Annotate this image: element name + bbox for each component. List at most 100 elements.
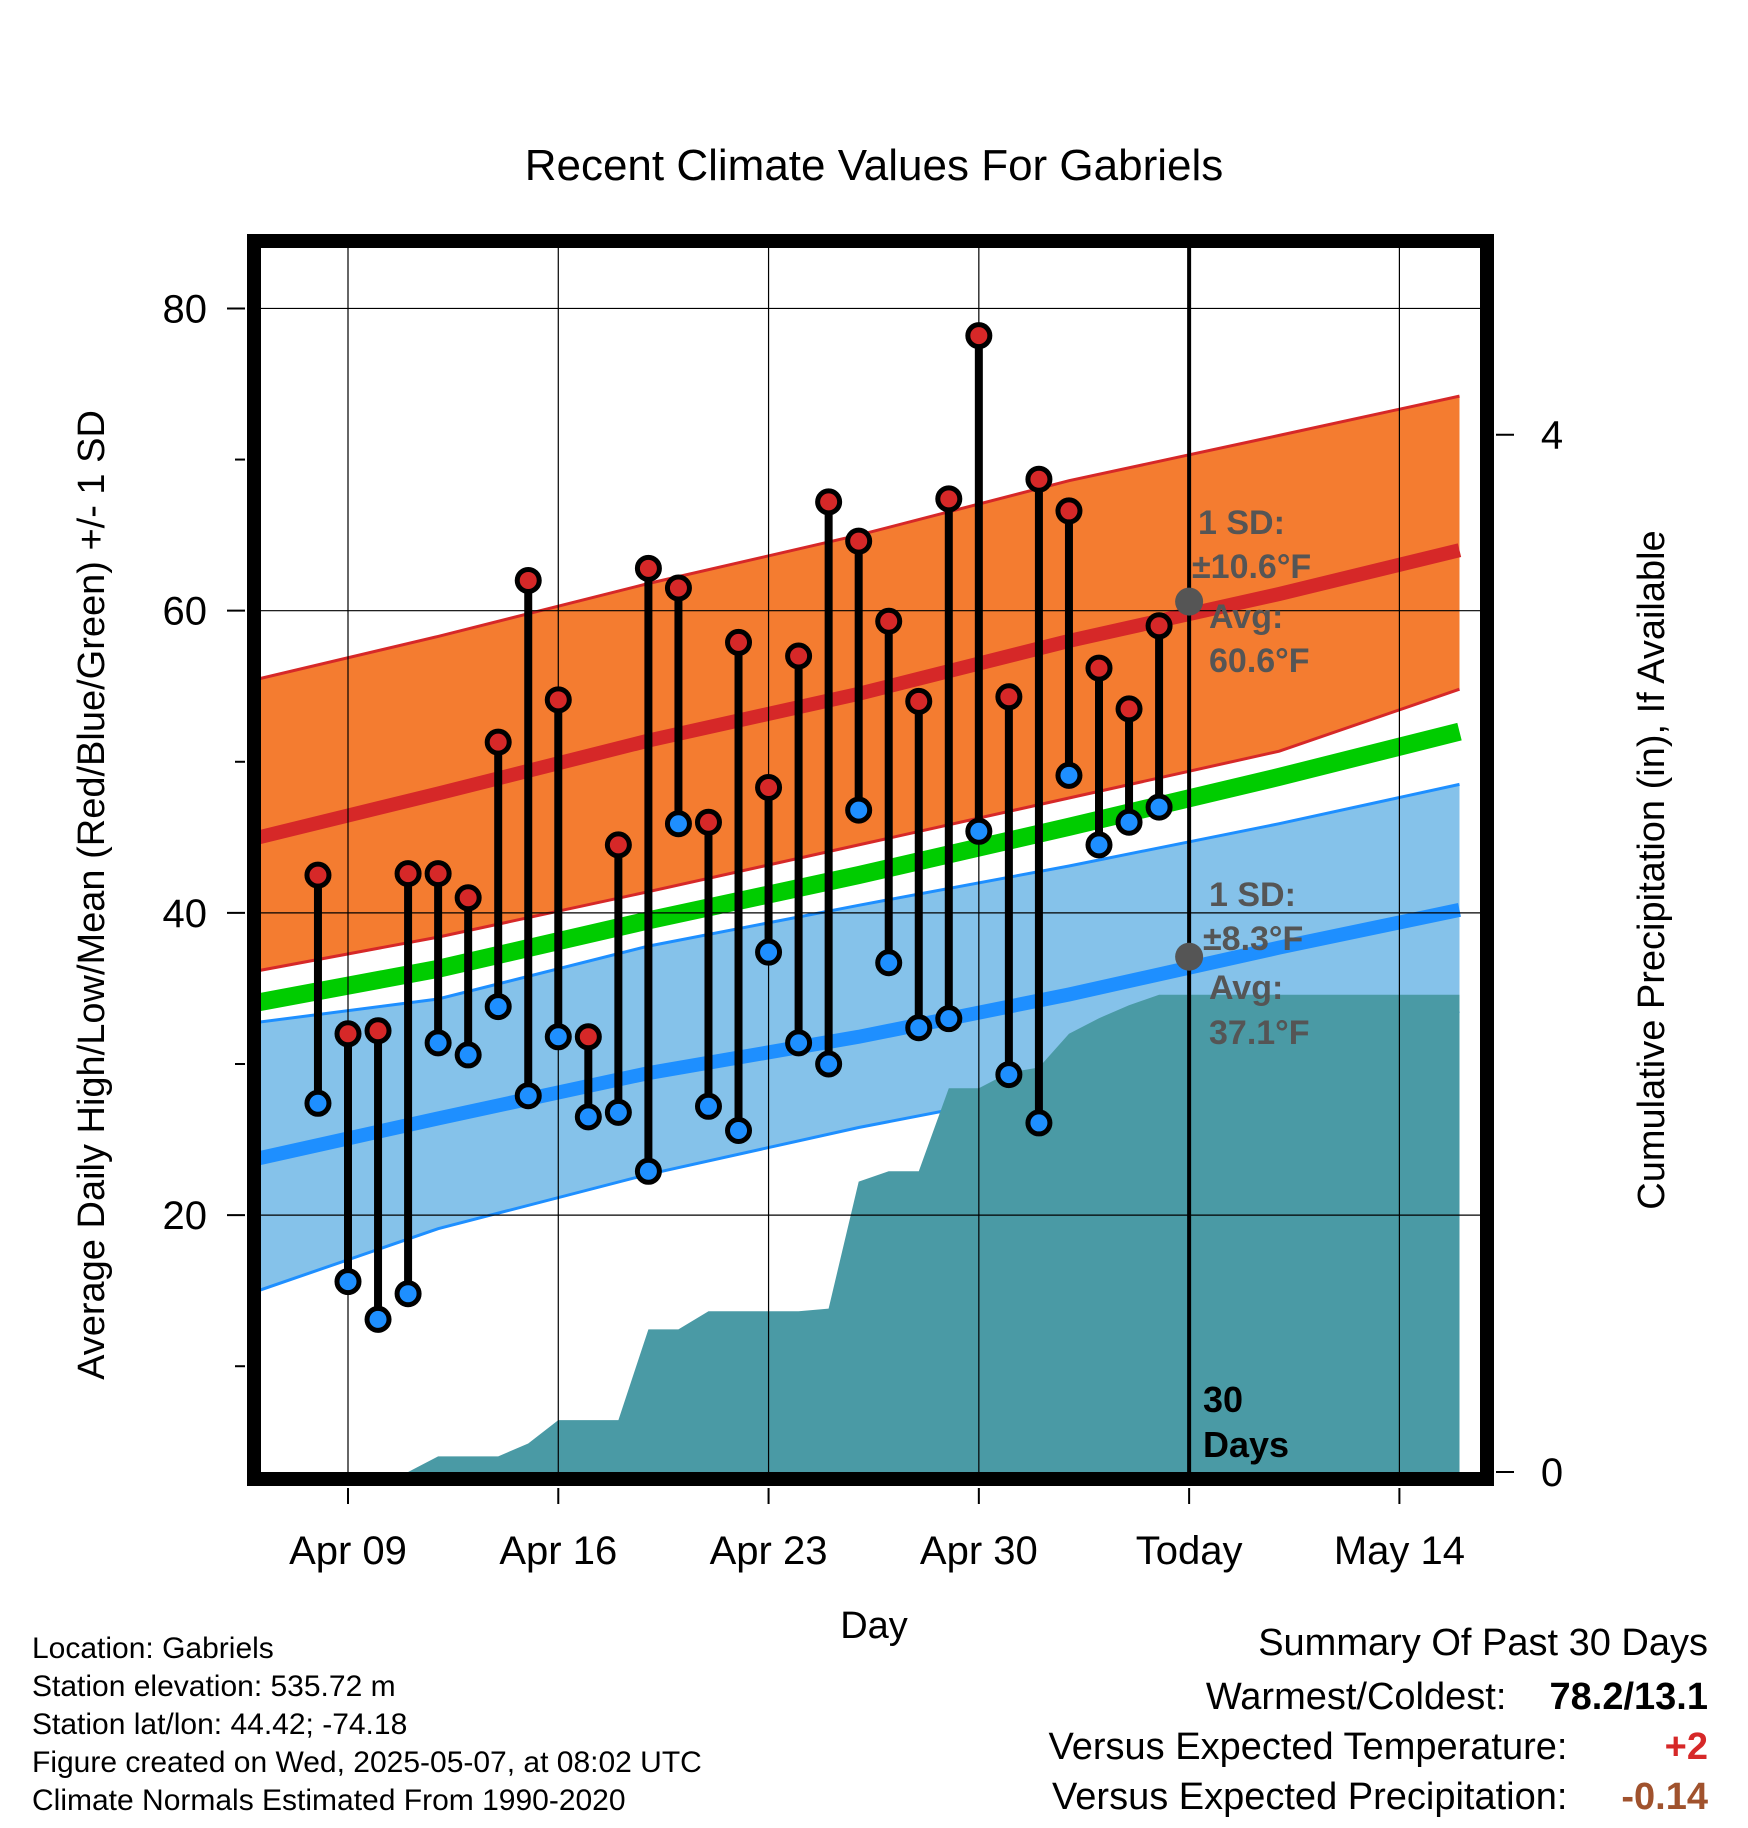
daily-high-point xyxy=(424,860,452,888)
daily-high-point xyxy=(1085,654,1113,682)
y-tick-label: 80 xyxy=(163,287,208,331)
daily-high-point xyxy=(334,1020,362,1048)
daily-high-point xyxy=(304,861,332,889)
daily-low-point xyxy=(1145,793,1173,821)
y-axis-label: Average Daily High/Low/Mean (Red/Blue/Gr… xyxy=(71,410,113,1380)
y-tick-label: 20 xyxy=(163,1194,208,1238)
daily-low-point xyxy=(1055,761,1083,789)
daily-low-point xyxy=(905,1014,933,1042)
high-avg-value: 60.6°F xyxy=(1209,642,1310,680)
daily-high-point xyxy=(1145,612,1173,640)
y2-axis-label: Cumulative Precipitation (in), If Availa… xyxy=(1631,530,1673,1209)
daily-low-point xyxy=(1085,831,1113,859)
daily-high-point xyxy=(875,607,903,635)
x-tick-label: May 14 xyxy=(1334,1529,1465,1573)
today-high-avg-marker xyxy=(1175,587,1204,616)
daily-high-point xyxy=(995,683,1023,711)
y-tick-label: 40 xyxy=(163,892,208,936)
daily-low-point xyxy=(664,810,692,838)
daily-low-point xyxy=(454,1041,482,1069)
daily-high-point xyxy=(514,566,542,594)
daily-low-point xyxy=(1025,1109,1053,1137)
y-tick-label: 60 xyxy=(163,590,208,634)
daily-high-point xyxy=(694,808,722,836)
high-sd-value: ±10.6°F xyxy=(1192,548,1311,586)
daily-high-point xyxy=(484,728,512,756)
daily-low-point xyxy=(875,949,903,977)
daily-high-point xyxy=(725,628,753,656)
daily-low-point xyxy=(1115,808,1143,836)
daily-low-point xyxy=(785,1029,813,1057)
daily-low-point xyxy=(815,1050,843,1078)
daily-high-point xyxy=(905,687,933,715)
daily-high-point xyxy=(604,831,632,859)
daily-low-point xyxy=(574,1103,602,1131)
created-text: Figure created on Wed, 2025-05-07, at 08… xyxy=(32,1746,702,1779)
daily-low-point xyxy=(694,1092,722,1120)
daily-low-point xyxy=(604,1098,632,1126)
daily-low-point xyxy=(334,1268,362,1296)
daily-low-point xyxy=(484,993,512,1021)
location-text: Location: Gabriels xyxy=(32,1632,274,1665)
daily-low-point xyxy=(935,1005,963,1033)
daily-low-point xyxy=(725,1116,753,1144)
x-tick-label: Apr 30 xyxy=(920,1529,1038,1573)
low-sd-value: ±8.3°F xyxy=(1203,920,1303,958)
precip-area xyxy=(261,994,1460,1472)
daily-high-point xyxy=(785,642,813,670)
elevation-text: Station elevation: 535.72 m xyxy=(32,1670,396,1703)
x-tick-label: Apr 09 xyxy=(289,1529,407,1573)
temp-value: +2 xyxy=(1664,1726,1708,1768)
low-normal-line xyxy=(261,903,1461,1165)
summary-title: Summary Of Past 30 Days xyxy=(1258,1622,1708,1664)
daily-low-point xyxy=(364,1305,392,1333)
daily-high-point xyxy=(574,1023,602,1051)
daily-high-point xyxy=(1025,465,1053,493)
daily-low-point xyxy=(965,817,993,845)
daily-high-point xyxy=(935,485,963,513)
station-info: Location: Gabriels Station elevation: 53… xyxy=(32,1630,702,1820)
daily-low-point xyxy=(845,796,873,824)
daily-high-point xyxy=(1115,695,1143,723)
precip-value: -0.14 xyxy=(1621,1776,1708,1818)
chart-title: Recent Climate Values For Gabriels xyxy=(525,141,1224,190)
daily-high-point xyxy=(1055,497,1083,525)
daily-high-point xyxy=(664,574,692,602)
daily-high-point xyxy=(965,322,993,350)
low-avg-label: Avg: xyxy=(1209,969,1283,1007)
daily-high-point xyxy=(755,773,783,801)
temp-label: Versus Expected Temperature: xyxy=(1048,1726,1568,1768)
precip-label: Versus Expected Precipitation: xyxy=(1052,1776,1568,1818)
daily-high-point xyxy=(544,686,572,714)
x-tick-label: Today xyxy=(1136,1529,1243,1573)
daily-low-point xyxy=(394,1280,422,1308)
normals-text: Climate Normals Estimated From 1990-2020 xyxy=(32,1784,626,1817)
low-avg-value: 37.1°F xyxy=(1209,1014,1310,1052)
warm-cold-value: 78.2/13.1 xyxy=(1549,1676,1708,1718)
x-tick-label: Apr 23 xyxy=(710,1529,828,1573)
x-axis-label: Day xyxy=(840,1605,908,1647)
y2-tick-label: 0 xyxy=(1541,1451,1563,1495)
warm-cold-label: Warmest/Coldest: xyxy=(1205,1676,1507,1718)
daily-low-point xyxy=(544,1023,572,1051)
summary-temp: Versus Expected Temperature: +2 xyxy=(1049,1726,1708,1769)
daily-low-point xyxy=(995,1061,1023,1089)
daily-low-point xyxy=(424,1029,452,1057)
daily-low-point xyxy=(304,1089,332,1117)
summary-precip: Versus Expected Precipitation: -0.14 xyxy=(1052,1776,1708,1819)
daily-high-point xyxy=(634,554,662,582)
period-label-unit: Days xyxy=(1203,1424,1289,1465)
daily-high-point xyxy=(364,1017,392,1045)
latlon-text: Station lat/lon: 44.42; -74.18 xyxy=(32,1708,408,1741)
y2-tick-label: 4 xyxy=(1541,414,1563,458)
high-sd-label: 1 SD: xyxy=(1198,504,1285,542)
today-low-avg-marker xyxy=(1175,942,1204,971)
plot-frame xyxy=(247,234,1494,1486)
high-avg-label: Avg: xyxy=(1209,598,1283,636)
daily-low-point xyxy=(755,938,783,966)
summary-warm-cold: Warmest/Coldest: 78.2/13.1 xyxy=(1206,1676,1708,1719)
low-sd-label: 1 SD: xyxy=(1209,876,1296,914)
daily-high-point xyxy=(815,488,843,516)
